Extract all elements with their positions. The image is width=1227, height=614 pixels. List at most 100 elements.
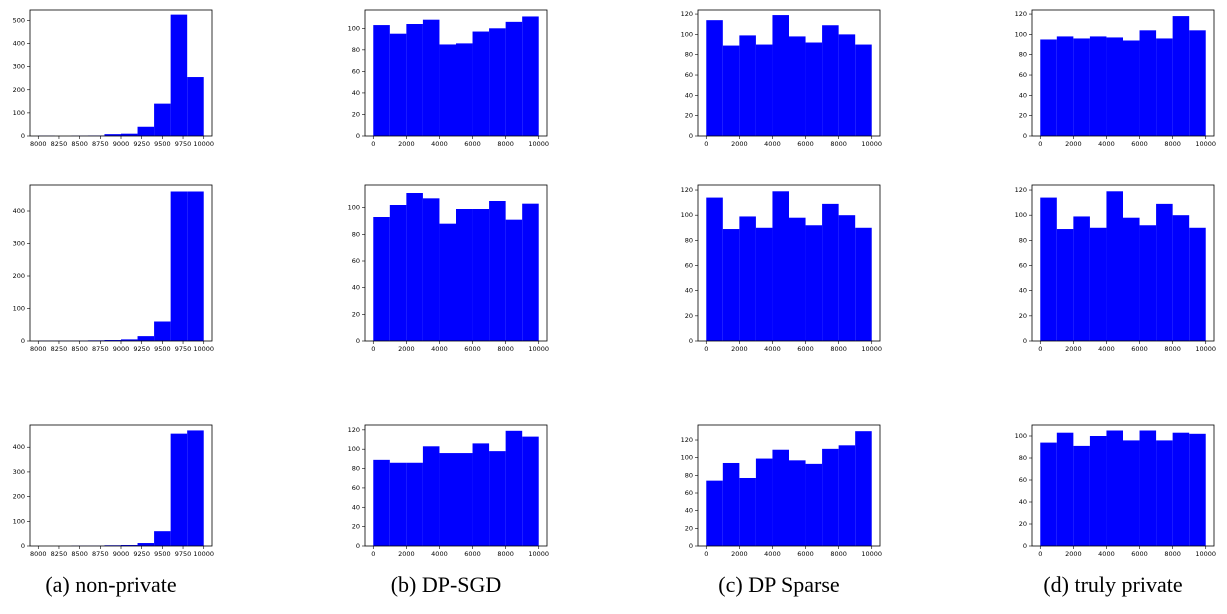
- x-tick-label: 10000: [1195, 345, 1216, 353]
- bar: [472, 209, 490, 341]
- bar: [472, 31, 490, 137]
- bar: [489, 201, 506, 341]
- x-tick-label: 8750: [92, 550, 109, 558]
- axes-frame: [1031, 9, 1215, 137]
- x-tick-label: 8750: [92, 345, 109, 353]
- bar: [1156, 203, 1173, 341]
- y-tick-label: 20: [352, 523, 360, 531]
- bar: [406, 24, 423, 136]
- y-tick-label: 0: [356, 132, 360, 140]
- y-tick-label: 60: [685, 71, 693, 79]
- x-tick-label: 4000: [431, 550, 448, 558]
- bar: [389, 462, 407, 546]
- x-tick-label: 10000: [861, 140, 882, 148]
- bar: [170, 433, 188, 546]
- bar: [789, 36, 806, 136]
- x-tick-label: 10000: [1195, 550, 1216, 558]
- y-tick-label: 0: [21, 337, 25, 345]
- bar: [772, 191, 789, 341]
- y-tick-label: 100: [348, 445, 360, 453]
- bar: [489, 451, 506, 546]
- bar: [505, 430, 523, 546]
- x-tick-label: 8250: [51, 345, 68, 353]
- bar: [456, 43, 473, 137]
- x-tick-label: 8000: [30, 140, 47, 148]
- x-tick-label: 6000: [797, 345, 814, 353]
- x-tick-label: 9500: [154, 345, 171, 353]
- bar: [706, 480, 723, 546]
- x-tick-label: 4000: [1098, 550, 1115, 558]
- y-tick-label: 300: [13, 63, 25, 71]
- y-tick-label: 100: [348, 204, 360, 212]
- bar: [505, 21, 523, 136]
- bar: [1139, 225, 1157, 341]
- x-tick-label: 2000: [1065, 345, 1082, 353]
- y-tick-label: 200: [13, 86, 25, 94]
- x-tick-label: 4000: [1098, 345, 1115, 353]
- bar: [722, 45, 740, 137]
- bar: [805, 225, 823, 341]
- y-tick-label: 0: [689, 542, 693, 550]
- x-tick-label: 9250: [133, 550, 150, 558]
- x-tick-label: 4000: [764, 550, 781, 558]
- x-tick-label: 9250: [133, 140, 150, 148]
- x-tick-label: 6000: [464, 345, 481, 353]
- x-tick-label: 8000: [830, 140, 847, 148]
- y-tick-label: 300: [13, 468, 25, 476]
- caption: (d) truly private: [1043, 572, 1182, 597]
- y-tick-label: 40: [685, 287, 693, 295]
- x-tick-label: 6000: [1131, 140, 1148, 148]
- y-tick-label: 40: [352, 89, 360, 97]
- x-tick-label: 2000: [398, 550, 415, 558]
- y-tick-label: 20: [1019, 312, 1027, 320]
- bar: [456, 453, 473, 546]
- bar: [822, 448, 839, 546]
- bar: [1172, 215, 1190, 341]
- y-tick-label: 100: [681, 30, 693, 38]
- y-tick-label: 100: [13, 305, 25, 313]
- bar: [855, 431, 872, 546]
- bar: [439, 44, 456, 136]
- y-tick-label: 40: [352, 284, 360, 292]
- bar: [187, 77, 204, 136]
- x-tick-label: 0: [704, 345, 708, 353]
- x-tick-label: 0: [704, 550, 708, 558]
- bar: [422, 446, 440, 546]
- bar: [838, 215, 856, 341]
- x-tick-label: 10000: [193, 140, 214, 148]
- bar: [154, 531, 171, 546]
- y-tick-label: 100: [348, 24, 360, 32]
- x-tick-label: 0: [371, 140, 375, 148]
- bar: [137, 543, 155, 546]
- x-tick-label: 8000: [830, 550, 847, 558]
- bar: [739, 477, 756, 546]
- x-tick-label: 8000: [30, 345, 47, 353]
- y-tick-label: 20: [352, 310, 360, 318]
- x-tick-label: 4000: [764, 345, 781, 353]
- caption: (a) non-private: [45, 572, 176, 597]
- y-tick-label: 80: [685, 236, 693, 244]
- bar: [422, 19, 440, 137]
- bar: [154, 103, 171, 136]
- bar: [406, 462, 423, 546]
- x-tick-label: 8000: [1164, 550, 1181, 558]
- bar: [389, 205, 407, 341]
- bar: [739, 35, 756, 136]
- x-tick-label: 10000: [528, 140, 549, 148]
- bar: [505, 219, 523, 341]
- y-tick-label: 20: [685, 112, 693, 120]
- bar: [1073, 216, 1090, 341]
- y-tick-label: 100: [681, 454, 693, 462]
- bar: [406, 193, 423, 341]
- y-tick-label: 500: [13, 16, 25, 24]
- bar: [456, 209, 473, 341]
- y-tick-label: 80: [352, 46, 360, 54]
- x-tick-label: 6000: [464, 550, 481, 558]
- bar: [739, 216, 756, 341]
- x-tick-label: 8250: [51, 140, 68, 148]
- bar: [170, 191, 188, 341]
- y-tick-label: 20: [1019, 112, 1027, 120]
- bar: [187, 430, 204, 546]
- y-tick-label: 200: [13, 272, 25, 280]
- axes-frame: [697, 9, 881, 137]
